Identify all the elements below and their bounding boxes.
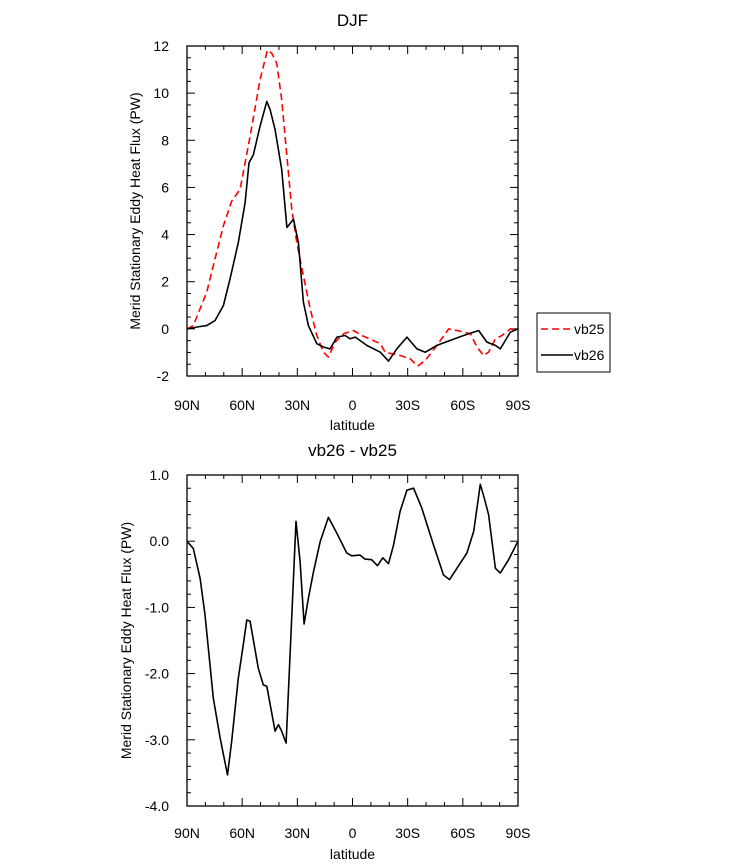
plot-frame xyxy=(186,474,519,807)
legend-label-vb25: vb25 xyxy=(574,321,605,337)
y-tick-label: 6 xyxy=(161,179,169,195)
x-tick-label: 60N xyxy=(229,825,255,841)
x-axis-label: latitude xyxy=(330,846,375,862)
chart-panel-2: vb26 - vb25 90N 60N 30N 0 30S 60S 90S -4.0 -3.0 -2… xyxy=(118,441,530,862)
series-line-vb26 xyxy=(186,100,519,362)
x-tick-label: 30S xyxy=(395,825,420,841)
y-axis-label: Merid Stationary Eddy Heat Flux (PW) xyxy=(127,92,143,329)
x-tick-label: 60S xyxy=(450,825,475,841)
x-tick-label: 60N xyxy=(229,397,255,413)
y-tick-label: -2 xyxy=(157,368,170,384)
y-tick-label: 1.0 xyxy=(150,467,170,483)
y-tick-label: -4.0 xyxy=(145,798,169,814)
x-tick-label: 0 xyxy=(349,825,357,841)
x-tick-label: 30N xyxy=(284,825,310,841)
x-tick-label: 30N xyxy=(284,397,310,413)
legend-label-vb26: vb26 xyxy=(574,347,605,363)
y-tick-label: 8 xyxy=(161,132,169,148)
x-tick-label: 0 xyxy=(349,397,357,413)
x-tick-label: 60S xyxy=(450,397,475,413)
x-tick-label: 90N xyxy=(174,825,200,841)
series-line-vb26-vb25 xyxy=(186,483,519,776)
x-tick-label: 90N xyxy=(174,397,200,413)
y-tick-label: 4 xyxy=(161,227,169,243)
x-tick-label: 90S xyxy=(506,397,531,413)
y-tick-label: -2.0 xyxy=(145,666,169,682)
y-tick-label: 0 xyxy=(161,321,169,337)
y-tick-label: 0.0 xyxy=(150,533,170,549)
plot-frame xyxy=(186,45,519,377)
x-axis-label: latitude xyxy=(330,417,375,433)
series-line-vb25 xyxy=(186,49,519,367)
y-tick-label: -1.0 xyxy=(145,599,169,615)
chart-title: vb26 - vb25 xyxy=(308,441,397,460)
y-tick-label: -3.0 xyxy=(145,732,169,748)
y-tick-label: 10 xyxy=(153,85,169,101)
x-tick-label: 90S xyxy=(506,825,531,841)
x-tick-label: 30S xyxy=(395,397,420,413)
y-axis-label: Merid Stationary Eddy Heat Flux (PW) xyxy=(118,522,134,759)
chart-panel-1: DJF 90N 60N 30N 0 30S 60S 90S -2 0 2 4 6 8 10 12 latitud… xyxy=(127,11,611,433)
legend-box xyxy=(536,312,611,373)
y-tick-label: 12 xyxy=(153,38,169,54)
y-tick-label: 2 xyxy=(161,274,169,290)
legend: vb25 vb26 xyxy=(536,312,611,373)
chart-title: DJF xyxy=(337,11,368,30)
